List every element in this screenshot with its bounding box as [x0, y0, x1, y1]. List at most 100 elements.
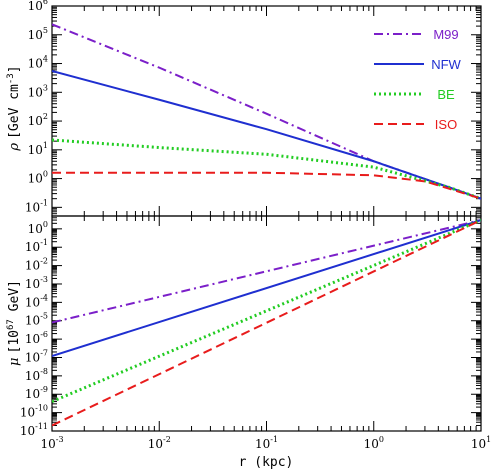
tick-label-base: 10: [28, 57, 43, 71]
x-tick-label: 100: [364, 435, 384, 451]
tick-label-base: 10: [25, 387, 40, 401]
top-y-ticks: [52, 6, 481, 217]
bottom-x-ticks: [51, 216, 477, 431]
y-axis-title-bottom-close: GeV]: [7, 280, 22, 319]
tick-label-base: 10: [20, 406, 35, 420]
top-plot-frame: [51, 5, 482, 217]
tick-label-base: 10: [25, 314, 40, 328]
y-axis-title-top-symbol: ρ: [7, 143, 22, 152]
tick-label-exp: -6: [40, 330, 48, 339]
tick-label-exp: -1: [270, 435, 278, 444]
top-series-lines: [52, 23, 481, 201]
tick-label-exp: 1: [486, 435, 491, 444]
x-axis-title: r (kpc): [239, 455, 294, 470]
bottom-y-ticks: [52, 215, 481, 432]
legend-item-iso: ISO: [374, 117, 457, 132]
y-axis-title-bottom: μ [1067 GeV]: [6, 280, 22, 366]
y-axis-title-top: ρ [GeV cm-3]: [6, 65, 22, 151]
bottom-y-tick-label: 10-11: [20, 422, 48, 438]
tick-label-base: 10: [255, 437, 270, 451]
y-axis-title-bottom-symbol: μ: [7, 358, 22, 366]
bottom-y-tick-label: 100: [28, 220, 48, 236]
x-tick-label: 10-2: [148, 435, 171, 451]
bottom-y-tick-label: 10-9: [25, 385, 48, 401]
bottom-y-tick-label: 10-4: [25, 293, 48, 309]
x-tick-label: 101: [471, 435, 491, 451]
bottom-y-tick-label: 10-8: [25, 367, 48, 383]
y-axis-title-top-text: [GeV cm: [7, 84, 22, 139]
tick-label-exp: -4: [40, 293, 48, 302]
bottom-y-tick-label: 10-6: [25, 330, 48, 346]
tick-label-base: 10: [25, 240, 40, 254]
tick-label-exp: -3: [40, 275, 48, 284]
bottom-panel: 10-1110-1010-910-810-710-610-510-410-310…: [20, 215, 491, 451]
tick-label-base: 10: [148, 437, 163, 451]
tick-label-base: 10: [28, 0, 43, 13]
top-y-tick-label: 100: [28, 170, 48, 186]
tick-label-exp: 3: [43, 83, 48, 92]
tick-label-base: 10: [28, 28, 43, 42]
tick-label-exp: -8: [40, 367, 48, 376]
bottom-series-lines: [52, 218, 481, 427]
top-y-tick-label: 10-1: [25, 198, 48, 214]
legend-item-be: BE: [374, 87, 455, 102]
tick-label-exp: 2: [43, 112, 48, 121]
tick-label-exp: 0: [43, 170, 48, 179]
tick-label-exp: -2: [163, 435, 171, 444]
bottom-y-tick-label: 10-5: [25, 312, 48, 328]
x-tick-label: 10-1: [255, 435, 278, 451]
bottom-series-be: [52, 218, 481, 403]
top-series-iso: [52, 171, 481, 200]
tick-label-exp: -11: [35, 422, 48, 431]
tick-label-exp: -2: [40, 257, 48, 266]
bottom-series-nfw: [52, 219, 481, 357]
tick-label-base: 10: [28, 172, 43, 186]
legend-label: ISO: [435, 117, 457, 132]
tick-label-base: 10: [28, 114, 43, 128]
tick-label-base: 10: [25, 295, 40, 309]
bottom-series-m99: [52, 219, 481, 324]
top-x-ticks: [51, 6, 477, 216]
tick-label-base: 10: [40, 437, 55, 451]
top-series-be: [52, 138, 481, 201]
y-axis-title-top-exp: -3: [6, 73, 16, 84]
tick-label-exp: 1: [43, 141, 48, 150]
tick-label-base: 10: [28, 143, 43, 157]
tick-label-base: 10: [25, 350, 40, 364]
bottom-y-tick-label: 10-7: [25, 348, 48, 364]
legend-item-nfw: NFW: [374, 57, 462, 72]
tick-label-base: 10: [25, 259, 40, 273]
tick-label-exp: 5: [43, 26, 48, 35]
bottom-y-tick-label: 10-1: [25, 238, 48, 254]
tick-label-exp: 4: [43, 55, 48, 64]
tick-label-exp: -5: [40, 312, 48, 321]
tick-label-exp: -10: [35, 404, 48, 413]
tick-label-base: 10: [25, 277, 40, 291]
bottom-y-tick-label: 10-3: [25, 275, 48, 291]
top-y-tick-label: 105: [28, 26, 48, 42]
tick-label-exp: -9: [40, 385, 48, 394]
tick-label-base: 10: [25, 369, 40, 383]
top-y-tick-label: 101: [28, 141, 48, 157]
bottom-y-tick-label: 10-10: [20, 404, 48, 420]
tick-label-base: 10: [20, 424, 35, 438]
tick-label-base: 10: [28, 222, 43, 236]
tick-label-exp: -7: [40, 348, 48, 357]
y-axis-title-bottom-exp: 67: [6, 319, 16, 330]
y-axis-title-bottom-text: [10: [7, 330, 22, 353]
tick-label-exp: 0: [379, 435, 384, 444]
bottom-y-tick-label: 10-2: [25, 257, 48, 273]
top-y-tick-label: 103: [28, 83, 48, 99]
tick-label-base: 10: [28, 85, 43, 99]
bottom-y-tick-labels: 10-1110-1010-910-810-710-610-510-410-310…: [20, 220, 48, 438]
tick-label-base: 10: [364, 437, 379, 451]
tick-label-base: 10: [25, 332, 40, 346]
tick-label-base: 10: [25, 200, 40, 214]
tick-label-exp: -3: [56, 435, 64, 444]
legend-label: NFW: [431, 57, 461, 72]
legend-item-m99: M99: [374, 27, 459, 42]
top-y-tick-label: 102: [28, 112, 48, 128]
legend-label: BE: [437, 87, 455, 102]
